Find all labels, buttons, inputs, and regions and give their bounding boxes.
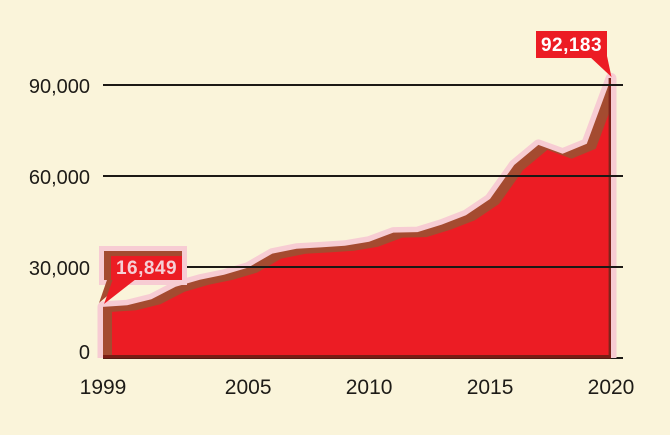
right-edge-line: [608, 78, 611, 355]
x-axis-tick-label: 2010: [346, 376, 393, 399]
gridlines: [103, 84, 623, 268]
callout-1999-box: [111, 256, 182, 280]
callout-2020-value: 92,183: [541, 35, 602, 56]
x-axis-tick-label: 2015: [467, 376, 514, 399]
callout-1999-tail: [104, 279, 136, 304]
area-fill: [112, 83, 611, 359]
x-axis-tick-label: 2005: [225, 376, 272, 399]
callout-1999: 16,849: [99, 246, 187, 304]
x-axis-labels: 1999 2005 2010 2015 2020: [80, 376, 635, 399]
callout-1999-value: 16,849: [116, 258, 177, 279]
y-axis-labels: 0 30,000 60,000 90,000: [29, 76, 90, 364]
baseline-shadow-band: [103, 355, 611, 359]
y-axis-tick-label: 0: [79, 342, 90, 364]
y-axis-tick-label: 60,000: [29, 167, 90, 189]
callout-2020: 92,183: [536, 31, 612, 77]
area-fill-group: [112, 83, 611, 359]
y-axis-tick-label: 30,000: [29, 258, 90, 280]
callout-2020-box: [536, 31, 607, 58]
x-axis-tick-label: 2020: [588, 376, 635, 399]
x-axis-tick-label: 1999: [80, 376, 127, 399]
y-axis-tick-label: 90,000: [29, 76, 90, 98]
callout-2020-tail: [589, 56, 612, 77]
